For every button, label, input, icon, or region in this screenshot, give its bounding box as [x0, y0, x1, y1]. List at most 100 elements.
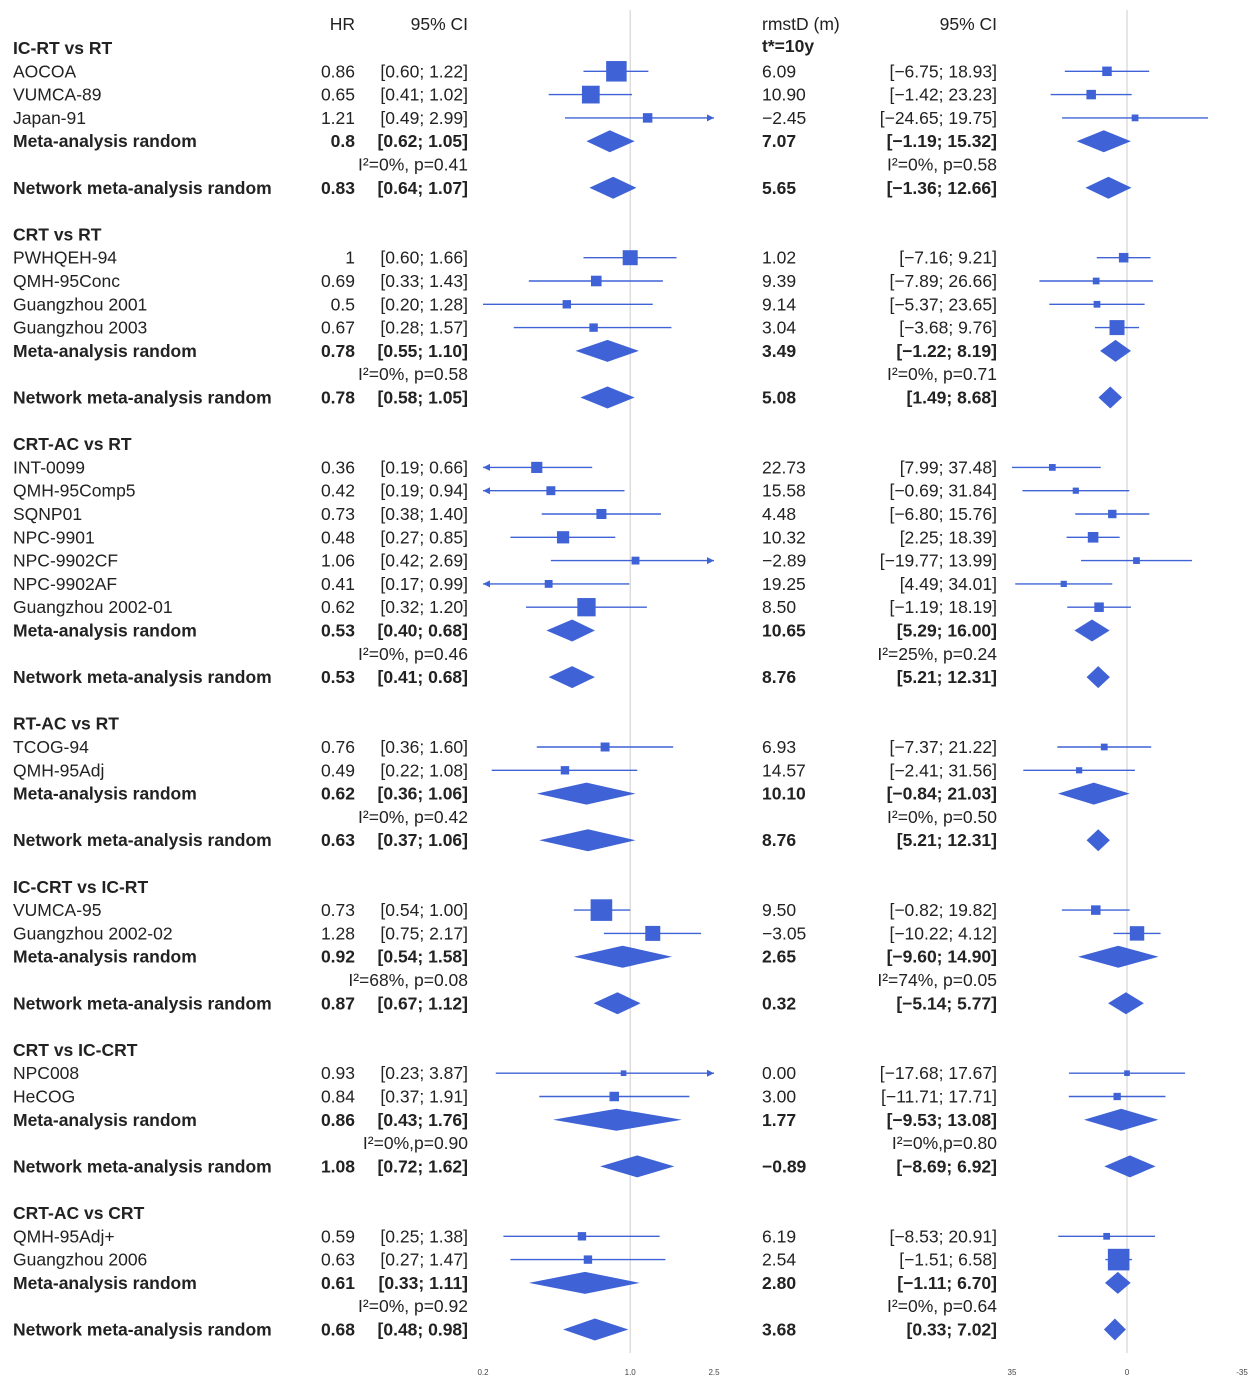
hr-ci-text: [0.25; 1.38]	[380, 1226, 468, 1246]
network-hr-ci-text: [0.37; 1.06]	[378, 830, 468, 850]
meta-label: Meta-analysis random	[13, 784, 197, 804]
network-hr-value: 0.87	[321, 993, 355, 1013]
meta-hr-diamond	[553, 1108, 682, 1131]
hr-ci-text: [0.60; 1.22]	[380, 61, 468, 81]
hr-ci-line-arrow-right	[707, 114, 714, 122]
network-hr-diamond	[600, 1155, 675, 1178]
network-hr-value: 0.63	[321, 830, 355, 850]
network-rmst-ci-text: [−8.69; 6.92]	[896, 1156, 997, 1176]
hr-ci-text: [0.60; 1.66]	[380, 248, 468, 268]
meta-label: Meta-analysis random	[13, 947, 197, 967]
hr-ci-text: [0.28; 1.57]	[380, 318, 468, 338]
rmst-value: 1.02	[762, 248, 796, 268]
meta-rmst-value: 3.49	[762, 341, 796, 361]
network-hr-diamond	[548, 666, 595, 689]
meta-rmst-value: 10.10	[762, 784, 806, 804]
meta-rmst-diamond	[1074, 619, 1110, 642]
hr-ci-text: [0.20; 1.28]	[380, 294, 468, 314]
meta-label: Meta-analysis random	[13, 1110, 197, 1130]
heterogeneity-hr: I²=0%, p=0.41	[358, 155, 468, 175]
rmst-point	[1133, 557, 1140, 564]
rmst-point	[1100, 743, 1108, 751]
rmst-value: −2.89	[762, 551, 806, 571]
heterogeneity-rmst: I²=25%, p=0.24	[877, 644, 997, 664]
hr-point	[531, 461, 543, 473]
meta-rmst-diamond	[1084, 1108, 1159, 1131]
meta-rmst-diamond	[1076, 130, 1131, 153]
meta-hr-diamond	[586, 130, 635, 153]
hr-ci-line-arrow-left	[483, 487, 490, 495]
study-label: Japan-91	[13, 108, 86, 128]
meta-rmst-diamond	[1100, 339, 1132, 362]
rmst-ci-text: [−1.19; 18.19]	[889, 597, 997, 617]
network-hr-value: 0.83	[321, 178, 355, 198]
network-rmst-value: 5.08	[762, 388, 796, 408]
network-rmst-diamond	[1103, 1318, 1126, 1341]
meta-hr-value: 0.61	[321, 1273, 355, 1293]
hr-value: 1.28	[321, 923, 355, 943]
meta-rmst-value: 2.65	[762, 947, 796, 967]
network-rmst-ci-text: [−1.36; 12.66]	[887, 178, 997, 198]
rmst-point	[1107, 1248, 1130, 1271]
network-rmst-ci-text: [0.33; 7.02]	[907, 1320, 997, 1340]
hr-ci-text: [0.33; 1.43]	[380, 271, 468, 291]
forest-rows: IC-RT vs RT AOCOA 0.86 [0.60; 1.22] 6.09 [−6.…	[13, 38, 1208, 1341]
network-hr-ci-text: [0.72; 1.62]	[378, 1156, 468, 1176]
rmst-point	[1118, 252, 1129, 263]
network-hr-diamond	[580, 386, 635, 409]
hr-point	[590, 275, 602, 287]
meta-rmst-value: 7.07	[762, 131, 796, 151]
hr-ci-text: [0.23; 3.87]	[380, 1063, 468, 1083]
meta-hr-value: 0.62	[321, 784, 355, 804]
hr-ci-text: [0.54; 1.00]	[380, 900, 468, 920]
network-hr-ci-text: [0.58; 1.05]	[378, 388, 468, 408]
group-title: RT-AC vs RT	[13, 714, 119, 734]
network-hr-diamond	[563, 1318, 629, 1341]
rmst-value: 6.19	[762, 1226, 796, 1246]
hr-value: 1.21	[321, 108, 355, 128]
study-label: SQNP01	[13, 504, 82, 524]
network-hr-value: 0.68	[321, 1320, 355, 1340]
heterogeneity-hr: I²=0%,p=0.90	[363, 1133, 468, 1153]
hr-axis-tick: 2.5	[708, 1368, 720, 1377]
rmst-point	[1094, 602, 1104, 612]
study-label: TCOG-94	[13, 737, 89, 757]
study-label: QMH-95Adj	[13, 760, 104, 780]
rmst-point	[1131, 114, 1139, 122]
rmst-ci-text: [2.25; 18.39]	[900, 527, 997, 547]
meta-hr-value: 0.8	[331, 131, 356, 151]
meta-hr-diamond	[575, 339, 639, 362]
rmst-value: 2.54	[762, 1250, 796, 1270]
network-hr-value: 0.53	[321, 667, 355, 687]
network-hr-ci-text: [0.48; 0.98]	[378, 1320, 468, 1340]
meta-hr-diamond	[573, 945, 673, 968]
hr-point	[544, 579, 553, 588]
rmst-value: 9.50	[762, 900, 796, 920]
meta-rmst-ci-text: [−0.84; 21.03]	[887, 784, 997, 804]
heterogeneity-rmst: I²=0%, p=0.64	[887, 1296, 997, 1316]
network-rmst-value: 3.68	[762, 1320, 796, 1340]
rmst-ci-text: [7.99; 37.48]	[900, 457, 997, 477]
rmst-ci-text: [−7.37; 21.22]	[889, 737, 997, 757]
study-label: Guangzhou 2001	[13, 294, 147, 314]
meta-rmst-ci-text: [−9.53; 13.08]	[887, 1110, 997, 1130]
rmst-point	[1087, 532, 1099, 543]
meta-rmst-value: 2.80	[762, 1273, 796, 1293]
meta-label: Meta-analysis random	[13, 621, 197, 641]
study-label: VUMCA-89	[13, 85, 102, 105]
network-rmst-ci-text: [1.49; 8.68]	[907, 388, 997, 408]
network-label: Network meta-analysis random	[13, 178, 272, 198]
meta-rmst-ci-text: [−1.22; 8.19]	[896, 341, 997, 361]
hr-value: 0.42	[321, 481, 355, 501]
rmst-value: −2.45	[762, 108, 806, 128]
rmst-point	[1103, 1232, 1111, 1240]
hr-ci-text: [0.17; 0.99]	[380, 574, 468, 594]
study-label: INT-0099	[13, 457, 85, 477]
axes: 0.2 1.0 2.5 35 0 -35	[477, 1368, 1248, 1377]
hr-point	[622, 250, 638, 266]
meta-label: Meta-analysis random	[13, 1273, 197, 1293]
heterogeneity-hr: I²=68%, p=0.08	[348, 970, 468, 990]
rmst-value: 3.04	[762, 318, 796, 338]
group-title: CRT-AC vs RT	[13, 434, 132, 454]
